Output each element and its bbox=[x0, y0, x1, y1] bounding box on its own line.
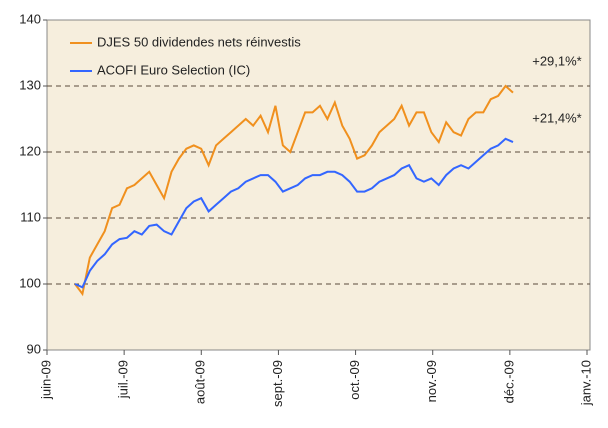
annotation: +21,4%* bbox=[532, 110, 582, 125]
x-tick-label: oct.-09 bbox=[347, 360, 362, 400]
y-tick-label: 140 bbox=[19, 11, 41, 26]
x-tick-label: janv.-10 bbox=[578, 360, 593, 406]
line-series bbox=[74, 84, 514, 297]
y-tick-label: 90 bbox=[27, 341, 41, 356]
legend-label: DJES 50 dividendes nets réinvestis bbox=[97, 34, 301, 49]
y-tick-label: 120 bbox=[19, 143, 41, 158]
y-tick-label: 130 bbox=[19, 77, 41, 92]
annotation: +29,1%* bbox=[532, 53, 582, 68]
x-tick-label: nov.-09 bbox=[424, 360, 439, 402]
x-tick-label: déc.-09 bbox=[501, 360, 516, 403]
line-series bbox=[74, 137, 514, 289]
y-tick-label: 100 bbox=[19, 275, 41, 290]
legend-label: ACOFI Euro Selection (IC) bbox=[97, 62, 250, 77]
x-tick-label: juil.-09 bbox=[116, 360, 131, 399]
y-tick-label: 110 bbox=[20, 209, 41, 224]
plot-area bbox=[46, 19, 591, 351]
x-tick-label: sept.-09 bbox=[270, 360, 285, 407]
x-tick-label: août-09 bbox=[193, 360, 208, 404]
x-tick-label: juin-09 bbox=[38, 360, 53, 400]
